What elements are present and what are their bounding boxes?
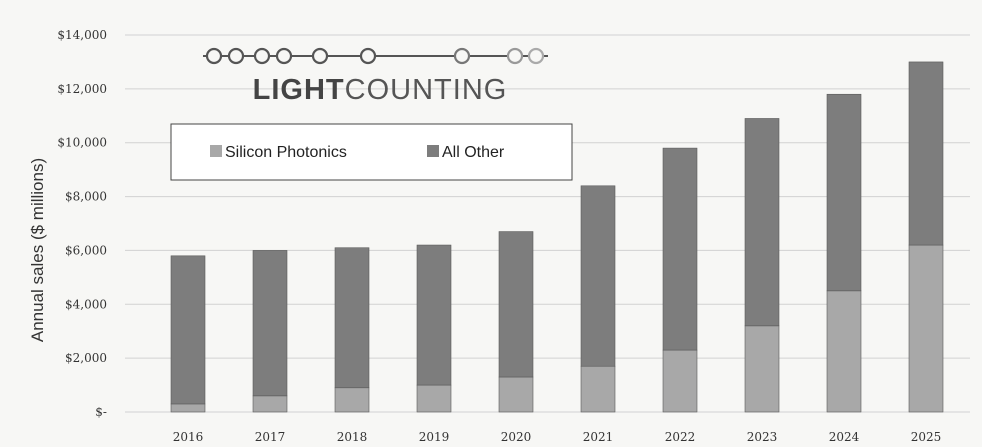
bar-silicon-photonics (416, 384, 452, 413)
bar-silicon-photonics (744, 325, 780, 413)
y-tick-label: $2,000 (65, 351, 107, 365)
bar-all-other (744, 118, 780, 327)
bar-silicon-photonics (826, 290, 862, 413)
logo-chain-circle (453, 47, 471, 65)
legend-label-all-other: All Other (442, 144, 505, 161)
bar-silicon-photonics (908, 244, 944, 413)
bar-silicon-photonics (662, 349, 698, 413)
logo-light-text: COUNTING (345, 74, 508, 106)
bar-all-other (170, 255, 206, 405)
bar-all-other (252, 250, 288, 397)
bar-all-other (334, 247, 370, 389)
lightcounting-logo: LIGHTCOUNTING (203, 47, 548, 106)
y-axis-ticks: $- $2,000 $4,000 $6,000 $8,000 $10,000 $12,000… (57, 28, 107, 419)
x-tick-label: 2019 (419, 430, 450, 444)
x-axis-ticks: 2016 2017 2018 2019 2020 2021 2022 2023 2024 2025 (173, 430, 942, 444)
y-tick-label: $12,000 (57, 82, 107, 96)
x-tick-label: 2022 (665, 430, 696, 444)
x-tick-label: 2024 (829, 430, 860, 444)
logo-chain-circle (227, 47, 245, 65)
bar-all-other (662, 147, 698, 351)
bar-silicon-photonics (170, 403, 206, 413)
logo-chain-circle (311, 47, 329, 65)
x-tick-label: 2023 (747, 430, 778, 444)
legend-swatch-all-other (427, 145, 439, 157)
bars (170, 61, 944, 413)
logo-chain-graphic (203, 47, 548, 65)
x-tick-label: 2017 (255, 430, 286, 444)
bar-all-other (416, 244, 452, 386)
legend-label-silicon-photonics: Silicon Photonics (225, 144, 347, 161)
bar-silicon-photonics (252, 395, 288, 413)
bar-all-other (826, 93, 862, 292)
legend-box (170, 123, 573, 181)
x-tick-label: 2020 (501, 430, 532, 444)
legend-swatch-silicon-photonics (210, 145, 222, 157)
x-tick-label: 2018 (337, 430, 368, 444)
bar-all-other (498, 231, 534, 378)
y-tick-label: $6,000 (65, 243, 107, 257)
y-tick-label: $10,000 (57, 136, 107, 150)
y-tick-label: $8,000 (65, 190, 107, 204)
x-tick-label: 2025 (911, 430, 942, 444)
y-axis-title: Annual sales ($ millions) (28, 158, 47, 342)
logo-chain-circle (275, 47, 293, 65)
y-tick-label: $4,000 (65, 297, 107, 311)
x-tick-label: 2016 (173, 430, 204, 444)
bar-all-other (580, 185, 616, 367)
bar-silicon-photonics (334, 387, 370, 413)
y-tick-label: $14,000 (57, 28, 107, 42)
logo-wordmark: LIGHTCOUNTING (253, 74, 508, 106)
logo-chain-circle (506, 47, 524, 65)
logo-chain-circle (359, 47, 377, 65)
logo-bold-text: LIGHT (253, 74, 345, 106)
logo-chain-circle (527, 47, 545, 65)
bar-all-other (908, 61, 944, 246)
x-tick-label: 2021 (583, 430, 614, 444)
y-tick-label: $- (95, 405, 107, 419)
bar-silicon-photonics (498, 376, 534, 413)
logo-chain-circle (253, 47, 271, 65)
logo-chain-circle (205, 47, 223, 65)
bar-silicon-photonics (580, 365, 616, 413)
legend: Silicon Photonics All Other (170, 123, 573, 181)
